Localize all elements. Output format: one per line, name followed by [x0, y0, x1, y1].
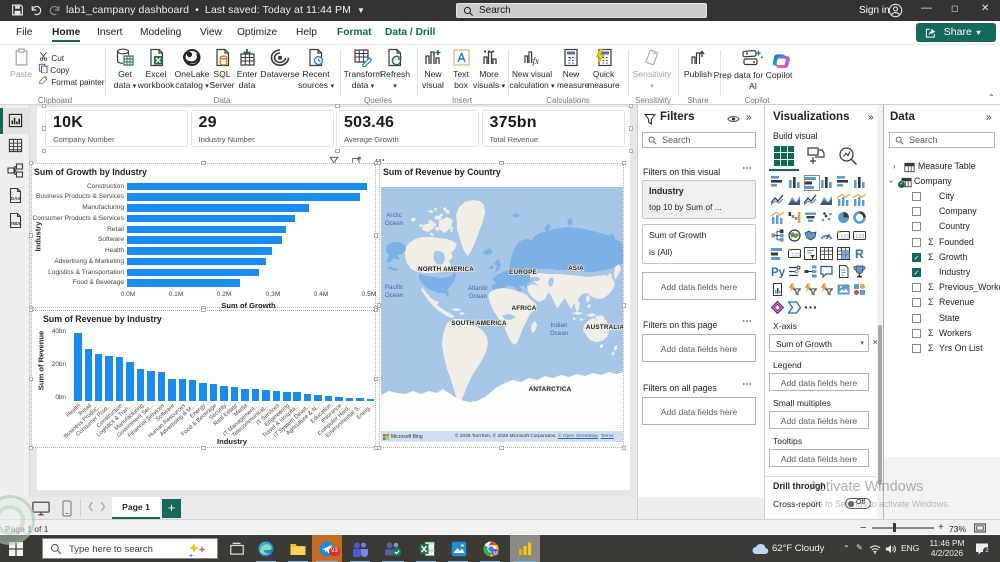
svg-text:Window Snip: Window Snip: [487, 194, 531, 203]
svg-text:Ocean: Ocean: [385, 220, 404, 227]
svg-text:SOUTH AMERICA: SOUTH AMERICA: [451, 320, 507, 327]
svg-text:ASIA: ASIA: [568, 265, 584, 272]
svg-text:123: 123: [855, 234, 864, 240]
svg-text:Pacific: Pacific: [385, 284, 403, 291]
svg-text:AUSTRALIA: AUSTRALIA: [586, 324, 623, 331]
svg-text:123: 123: [841, 235, 850, 241]
svg-text:fx: fx: [533, 56, 540, 66]
svg-text:Ocean: Ocean: [469, 293, 488, 300]
svg-text:R: R: [855, 247, 864, 260]
svg-text:123: 123: [792, 253, 801, 259]
svg-text:Py: Py: [771, 267, 786, 278]
svg-text:AFRICA: AFRICA: [512, 305, 537, 312]
svg-text:Ocean: Ocean: [550, 330, 569, 337]
svg-text:Ocean: Ocean: [385, 292, 404, 299]
svg-text:M: M: [493, 551, 498, 557]
svg-text:NORTH AMERICA: NORTH AMERICA: [418, 266, 474, 273]
svg-text:Indian: Indian: [551, 322, 568, 329]
svg-text:EUROPE: EUROPE: [509, 269, 537, 276]
svg-text:TMDL: TMDL: [10, 221, 22, 226]
svg-text:DAX: DAX: [11, 196, 22, 201]
svg-text:Arctic: Arctic: [386, 212, 401, 219]
svg-text:Atlantic: Atlantic: [468, 285, 488, 292]
svg-text:ANTARCTICA: ANTARCTICA: [529, 386, 572, 393]
